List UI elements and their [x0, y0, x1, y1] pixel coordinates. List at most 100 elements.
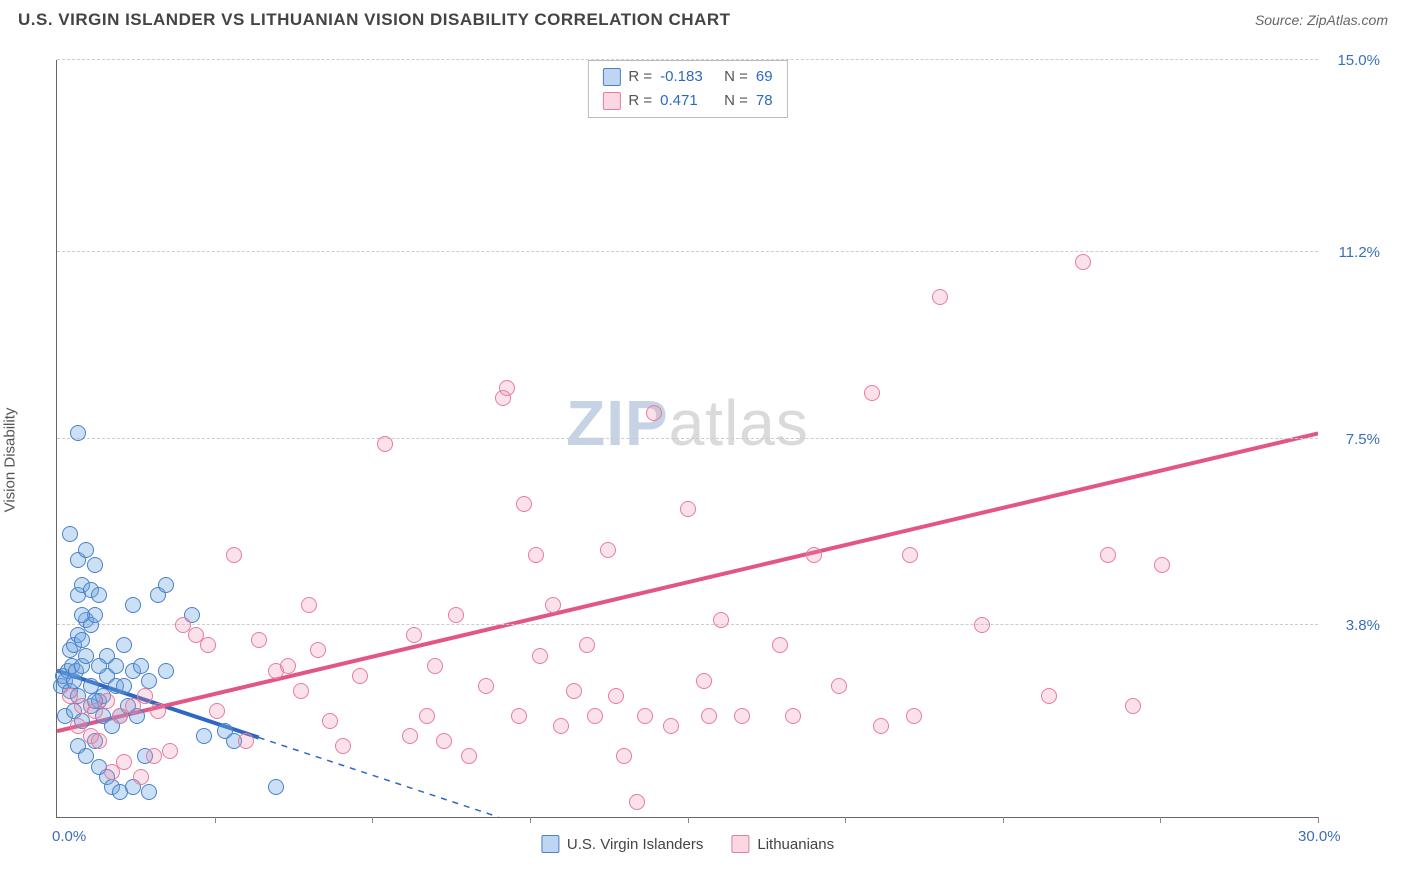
- scatter-point-lith: [377, 436, 393, 452]
- correlation-legend: R = -0.183 N = 69 R = 0.471 N = 78: [587, 60, 787, 118]
- scatter-point-lith: [251, 632, 267, 648]
- scatter-point-lith: [680, 501, 696, 517]
- x-tick: [1160, 817, 1161, 823]
- scatter-point-lith: [335, 738, 351, 754]
- scatter-point-usvi: [70, 425, 86, 441]
- y-tick-label: 3.8%: [1346, 617, 1380, 634]
- legend-row-usvi: R = -0.183 N = 69: [602, 65, 772, 89]
- scatter-point-lith: [785, 708, 801, 724]
- scatter-point-lith: [545, 597, 561, 613]
- scatter-point-lith: [1100, 547, 1116, 563]
- scatter-point-lith: [734, 708, 750, 724]
- y-tick-label: 7.5%: [1346, 431, 1380, 448]
- scatter-point-lith: [831, 678, 847, 694]
- scatter-point-lith: [99, 693, 115, 709]
- scatter-point-lith: [427, 658, 443, 674]
- plot-region: ZIPatlas R = -0.183 N = 69 R = 0.471 N =…: [56, 60, 1318, 818]
- legend-label: U.S. Virgin Islanders: [567, 836, 703, 853]
- scatter-point-lith: [293, 683, 309, 699]
- scatter-point-usvi: [158, 577, 174, 593]
- scatter-point-usvi: [83, 678, 99, 694]
- scatter-point-lith: [663, 718, 679, 734]
- source-prefix: Source:: [1255, 12, 1307, 28]
- x-tick: [688, 817, 689, 823]
- scatter-point-lith: [587, 708, 603, 724]
- scatter-point-lith: [150, 703, 166, 719]
- scatter-point-usvi: [87, 557, 103, 573]
- scatter-point-lith: [696, 673, 712, 689]
- scatter-point-usvi: [78, 648, 94, 664]
- watermark: ZIPatlas: [566, 386, 809, 460]
- legend-row-lith: R = 0.471 N = 78: [602, 89, 772, 113]
- scatter-point-lith: [806, 547, 822, 563]
- source-name: ZipAtlas.com: [1307, 12, 1388, 28]
- x-tick: [1003, 817, 1004, 823]
- scatter-point-lith: [137, 688, 153, 704]
- scatter-point-lith: [436, 733, 452, 749]
- scatter-point-lith: [448, 607, 464, 623]
- x-tick: [845, 817, 846, 823]
- n-value: 78: [756, 89, 773, 113]
- swatch-pink-icon: [602, 92, 620, 110]
- legend-item-usvi: U.S. Virgin Islanders: [541, 835, 703, 853]
- scatter-point-lith: [162, 743, 178, 759]
- scatter-point-lith: [133, 769, 149, 785]
- scatter-point-lith: [701, 708, 717, 724]
- scatter-point-lith: [1125, 698, 1141, 714]
- x-tick: [1318, 817, 1319, 823]
- legend-label: Lithuanians: [757, 836, 834, 853]
- scatter-point-lith: [906, 708, 922, 724]
- scatter-point-lith: [200, 637, 216, 653]
- scatter-point-lith: [209, 703, 225, 719]
- scatter-point-lith: [478, 678, 494, 694]
- n-label: N =: [724, 65, 748, 89]
- y-tick-label: 11.2%: [1339, 244, 1380, 261]
- scatter-point-lith: [566, 683, 582, 699]
- scatter-point-lith: [516, 496, 532, 512]
- scatter-point-usvi: [78, 542, 94, 558]
- chart-title: U.S. VIRGIN ISLANDER VS LITHUANIAN VISIO…: [18, 10, 731, 30]
- scatter-point-lith: [629, 794, 645, 810]
- scatter-point-lith: [1075, 254, 1091, 270]
- scatter-point-usvi: [74, 607, 90, 623]
- scatter-point-lith: [310, 642, 326, 658]
- scatter-point-usvi: [108, 658, 124, 674]
- scatter-point-lith: [419, 708, 435, 724]
- scatter-point-lith: [864, 385, 880, 401]
- watermark-part-b: atlas: [669, 387, 809, 459]
- chart-header: U.S. VIRGIN ISLANDER VS LITHUANIAN VISIO…: [0, 0, 1406, 36]
- scatter-point-lith: [280, 658, 296, 674]
- scatter-point-usvi: [196, 728, 212, 744]
- swatch-blue-icon: [541, 835, 559, 853]
- chart-source: Source: ZipAtlas.com: [1255, 12, 1388, 28]
- scatter-point-lith: [461, 748, 477, 764]
- swatch-blue-icon: [602, 68, 620, 86]
- x-axis-min-label: 0.0%: [52, 828, 86, 845]
- x-tick: [530, 817, 531, 823]
- scatter-point-lith: [91, 733, 107, 749]
- scatter-point-usvi: [141, 784, 157, 800]
- scatter-point-lith: [528, 547, 544, 563]
- scatter-point-usvi: [74, 632, 90, 648]
- scatter-point-lith: [532, 648, 548, 664]
- scatter-point-lith: [352, 668, 368, 684]
- watermark-part-a: ZIP: [566, 387, 669, 459]
- r-label: R =: [628, 89, 652, 113]
- scatter-point-lith: [1041, 688, 1057, 704]
- y-axis-label: Vision Disability: [2, 408, 19, 513]
- series-legend: U.S. Virgin Islanders Lithuanians: [541, 835, 834, 853]
- scatter-point-usvi: [133, 658, 149, 674]
- scatter-point-lith: [499, 380, 515, 396]
- trendline-usvi-dashed: [259, 738, 499, 817]
- scatter-point-lith: [1154, 557, 1170, 573]
- scatter-point-lith: [322, 713, 338, 729]
- scatter-point-lith: [402, 728, 418, 744]
- y-tick-label: 15.0%: [1337, 52, 1380, 69]
- scatter-point-lith: [646, 405, 662, 421]
- scatter-point-lith: [553, 718, 569, 734]
- scatter-point-lith: [772, 637, 788, 653]
- x-tick: [215, 817, 216, 823]
- scatter-point-lith: [713, 612, 729, 628]
- gridline-h: [57, 251, 1318, 252]
- legend-item-lith: Lithuanians: [731, 835, 834, 853]
